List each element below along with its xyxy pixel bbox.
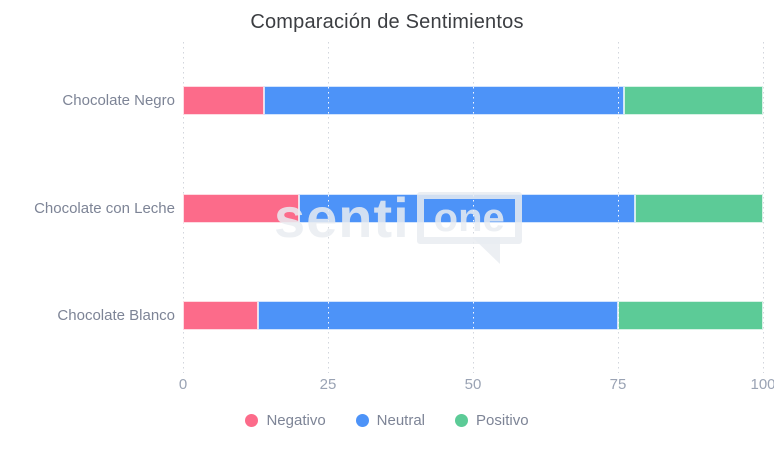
bar-gridline-overlay xyxy=(472,195,474,222)
x-tick-label-100: 100 xyxy=(750,376,774,393)
x-tick-label-50: 50 xyxy=(464,376,482,393)
legend-dot-icon-positivo xyxy=(455,414,469,427)
chart-title: Comparación de Sentimientos xyxy=(250,11,524,33)
bar-row-1 xyxy=(183,194,763,223)
bar-gridline-overlay xyxy=(617,87,619,114)
bar-segment-positivo-2[interactable] xyxy=(617,301,763,330)
bar-segment-positivo-0[interactable] xyxy=(623,86,763,115)
bar-row-0 xyxy=(183,86,763,115)
legend: Negativo Neutral Positivo xyxy=(0,412,774,429)
bar-gridline-overlay xyxy=(472,87,474,114)
category-label-1: Chocolate con Leche xyxy=(34,199,175,217)
legend-item-negativo[interactable]: Negativo xyxy=(245,412,326,429)
bar-gridline-overlay xyxy=(327,302,329,329)
legend-dot-icon-negativo xyxy=(245,414,259,427)
bar-row-2 xyxy=(183,301,763,330)
x-tick-label-75: 75 xyxy=(609,376,627,393)
bar-segment-neutral-2[interactable] xyxy=(258,301,618,330)
legend-label-negativo: Negativo xyxy=(266,412,326,429)
bar-gridline-overlay xyxy=(617,302,619,329)
category-label-2: Chocolate Blanco xyxy=(57,306,175,324)
legend-dot-icon-neutral xyxy=(355,414,369,427)
legend-label-neutral: Neutral xyxy=(376,412,426,429)
legend-item-positivo[interactable]: Positivo xyxy=(455,412,529,429)
bar-segment-negativo-0[interactable] xyxy=(183,86,265,115)
x-tick-label-25: 25 xyxy=(319,376,337,393)
gridline-x-100 xyxy=(762,42,764,373)
bar-gridline-overlay xyxy=(327,87,329,114)
bar-segment-positivo-1[interactable] xyxy=(635,194,763,223)
category-label-0: Chocolate Negro xyxy=(62,91,175,109)
bar-segment-neutral-1[interactable] xyxy=(299,194,636,223)
plot-area xyxy=(182,42,764,373)
x-tick-label-0: 0 xyxy=(178,376,188,393)
bar-segment-negativo-1[interactable] xyxy=(183,194,299,223)
bar-gridline-overlay xyxy=(327,195,329,222)
bar-segment-negativo-2[interactable] xyxy=(183,301,259,330)
legend-item-neutral[interactable]: Neutral xyxy=(355,412,426,429)
bar-gridline-overlay xyxy=(472,302,474,329)
bar-gridline-overlay xyxy=(617,195,619,222)
bar-segment-neutral-0[interactable] xyxy=(264,86,624,115)
legend-label-positivo: Positivo xyxy=(476,412,529,429)
